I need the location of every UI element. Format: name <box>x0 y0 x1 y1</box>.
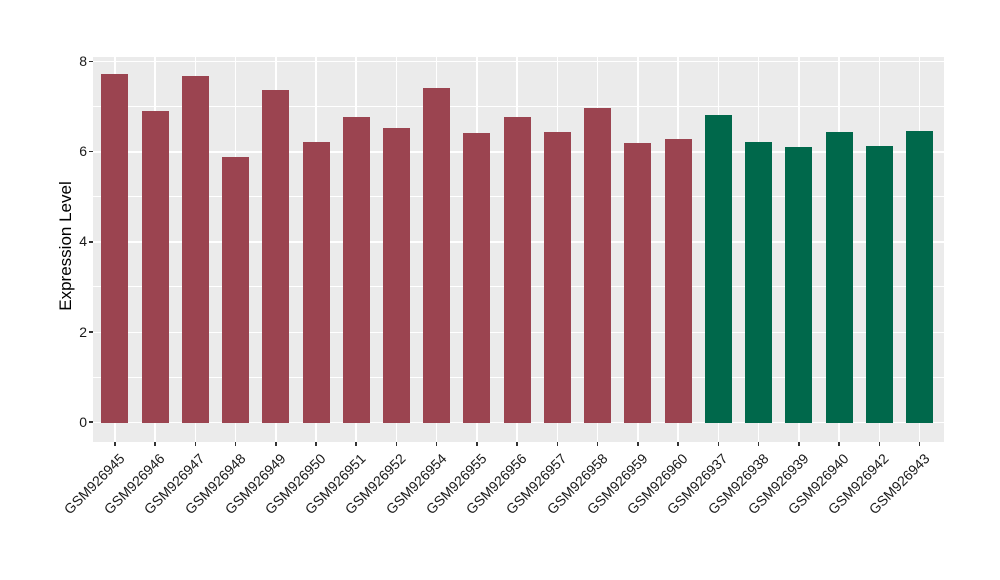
x-axis-tick <box>516 442 518 446</box>
bar <box>302 141 330 424</box>
bar <box>865 145 893 424</box>
y-tick-label: 8 <box>79 52 87 69</box>
y-axis-tick <box>89 331 93 333</box>
bar <box>101 73 129 424</box>
bar <box>785 147 813 424</box>
x-axis-tick <box>315 442 317 446</box>
x-axis-tick <box>637 442 639 446</box>
y-axis-tick <box>89 241 93 243</box>
x-axis-tick <box>757 442 760 446</box>
bar <box>181 75 209 424</box>
bar <box>423 87 451 424</box>
x-tick-label: GSM926943 <box>865 450 933 518</box>
bar <box>906 130 934 424</box>
x-axis-tick <box>114 442 116 446</box>
bar <box>543 131 571 424</box>
bar <box>503 116 531 424</box>
y-axis-tick <box>89 150 93 153</box>
x-axis-tick <box>355 442 357 446</box>
x-axis-tick <box>677 442 679 446</box>
bar <box>664 138 692 424</box>
x-axis-tick <box>838 442 840 446</box>
bar <box>141 110 169 424</box>
bar <box>342 116 370 424</box>
y-axis-tick <box>89 60 93 63</box>
x-axis-tick <box>275 442 277 446</box>
y-axis-tick <box>89 421 93 423</box>
x-axis-tick <box>556 442 559 446</box>
x-axis-tick <box>798 442 800 446</box>
x-axis-tick <box>596 442 599 446</box>
x-axis-tick <box>395 442 398 446</box>
bar <box>825 132 853 424</box>
gridline-horizontal-minor <box>93 106 944 107</box>
y-tick-label: 6 <box>79 143 87 160</box>
bar <box>463 132 491 424</box>
y-tick-label: 2 <box>79 323 87 340</box>
y-tick-label: 4 <box>79 233 87 250</box>
bar <box>704 115 732 424</box>
bar <box>745 141 773 424</box>
bar <box>624 142 652 424</box>
x-axis-tick <box>154 442 156 446</box>
x-axis-tick <box>435 442 438 446</box>
x-axis-tick <box>717 442 720 446</box>
x-axis-tick <box>194 442 197 446</box>
bar <box>382 128 410 424</box>
bar <box>584 108 612 424</box>
bar <box>262 90 290 424</box>
x-axis-tick <box>234 442 237 446</box>
x-axis-tick <box>476 442 478 446</box>
y-tick-label: 0 <box>79 413 87 430</box>
chart-panel <box>93 57 944 442</box>
gridline-horizontal-major <box>93 60 944 63</box>
x-axis-tick <box>918 442 921 446</box>
x-axis-tick <box>878 442 881 446</box>
bar <box>222 156 250 424</box>
